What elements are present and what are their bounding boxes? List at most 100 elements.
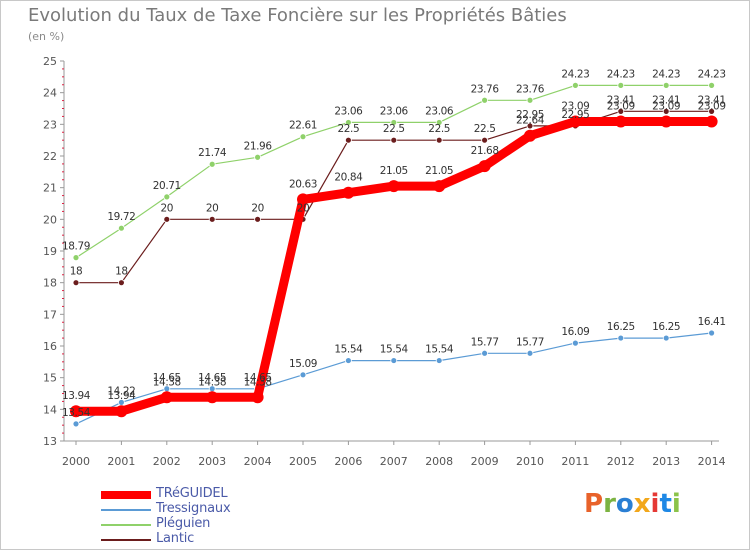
data-labels-layer: 18.79 19.72 20.71 21.74 21.96 22.61 23.06 23.06… [62,68,726,419]
y-tick-label: 17 [43,308,57,321]
data-label-lantic: 22.95 [516,109,544,121]
data-point-pl-guien [572,81,579,89]
data-point-tressignaux [72,420,80,428]
y-tick-label: 18 [43,277,57,290]
data-point-pl-guien [390,119,398,126]
legend-swatch-lantic [101,539,151,541]
proxiti-logo: Proxiti [584,489,681,519]
data-point-pl-guien [481,96,489,104]
data-label-tr-guidel: 14.38 [198,376,226,388]
data-label-lantic: 18 [115,266,128,278]
data-label-pl-guien: 24.23 [652,68,680,80]
data-label-lantic: 23.41 [698,94,726,106]
data-label-tressignaux: 15.54 [425,344,454,356]
x-tick-label: 2009 [471,455,499,468]
data-label-tressignaux: 15.77 [516,336,544,348]
data-point-tressignaux [344,357,352,364]
data-point-tr-guidel [387,180,400,193]
data-point-lantic [208,215,216,223]
chart-axes: 13 14 15 16 17 18 19 20 21 22 23 24 25 2000 2001 2002 20… [43,55,726,468]
data-point-tressignaux [662,334,670,342]
data-point-tr-guidel [614,115,627,128]
data-point-lantic [72,279,80,287]
data-point-lantic [254,215,262,223]
data-point-pl-guien [526,96,534,104]
chart-subtitle: (en %) [28,30,65,43]
data-point-lantic [435,136,443,144]
logo-letter: o [615,489,634,519]
logo-letter: x [633,489,651,519]
data-label-lantic: 20 [206,202,219,214]
data-point-lantic [617,107,625,115]
legend-swatch-treguidel [101,491,151,499]
data-label-tressignaux: 16.25 [652,321,680,333]
data-point-lantic [662,107,670,115]
data-label-tressignaux: 15.09 [289,358,317,370]
x-tick-label: 2008 [425,455,453,468]
y-tick-label: 21 [43,182,57,195]
data-label-lantic: 23.41 [652,94,680,106]
data-label-pl-guien: 19.72 [107,211,135,223]
x-tick-label: 2004 [244,455,272,468]
y-tick-label: 25 [43,55,57,68]
logo-letter: i [650,489,660,519]
x-tick-label: 2003 [198,455,226,468]
y-tick-label: 22 [43,150,57,163]
data-label-tr-guidel: 23.09 [652,100,680,112]
data-label-tr-guidel: 20.63 [289,178,317,190]
legend-swatch-tressignaux [101,509,151,511]
data-label-tr-guidel: 13.94 [62,390,91,402]
y-tick-label: 24 [43,87,57,100]
logo-letter: P [584,489,604,519]
data-label-pl-guien: 23.06 [380,105,409,117]
y-tick-label: 16 [43,340,57,353]
data-point-lantic [526,122,534,130]
data-point-tr-guidel [297,193,309,206]
data-label-tr-guidel: 23.09 [607,100,635,112]
data-point-tr-guidel [524,129,536,142]
logo-letter: r [603,489,616,519]
y-tick-label: 14 [43,403,57,416]
legend-swatch-pleguien [101,524,151,526]
data-point-tressignaux [708,329,715,337]
data-label-lantic: 22.5 [338,123,360,135]
data-label-tressignaux: 14.65 [198,372,226,384]
data-point-tr-guidel [342,186,355,199]
data-point-tressignaux [617,334,625,342]
x-tick-label: 2010 [516,455,544,468]
data-point-pl-guien [254,153,262,161]
data-point-tr-guidel [160,391,173,404]
legend-label-lantic: Lantic [156,531,195,546]
data-label-tr-guidel: 22.64 [516,115,545,127]
data-point-lantic [118,279,125,287]
data-point-pl-guien [708,81,715,89]
data-label-pl-guien: 21.74 [198,147,227,159]
x-tick-label: 2014 [698,455,726,468]
data-label-tr-guidel: 14.38 [153,376,181,388]
data-label-pl-guien: 23.06 [425,105,454,117]
data-label-pl-guien: 24.23 [561,68,589,80]
data-point-tressignaux [481,349,489,357]
data-point-tr-guidel [705,115,718,128]
data-label-tr-guidel: 13.94 [107,390,136,402]
data-label-lantic: 18 [70,266,83,278]
x-tick-label: 2002 [153,455,181,468]
data-point-tressignaux [435,357,443,364]
data-label-pl-guien: 23.06 [334,105,363,117]
y-tick-label: 19 [43,245,57,258]
data-point-pl-guien [617,81,625,89]
data-label-tressignaux: 13.54 [62,407,91,419]
data-point-tr-guidel [70,405,82,418]
data-point-tr-guidel [433,180,446,193]
data-point-pl-guien [208,160,216,168]
data-label-tr-guidel: 14.38 [244,376,272,388]
data-point-tressignaux [299,371,307,379]
data-label-tressignaux: 16.41 [698,316,726,328]
data-label-pl-guien: 18.79 [62,241,90,253]
data-label-tressignaux: 15.77 [471,336,499,348]
data-label-pl-guien: 21.96 [244,140,273,152]
data-point-pl-guien [163,193,171,201]
data-point-tr-guidel [206,391,219,404]
